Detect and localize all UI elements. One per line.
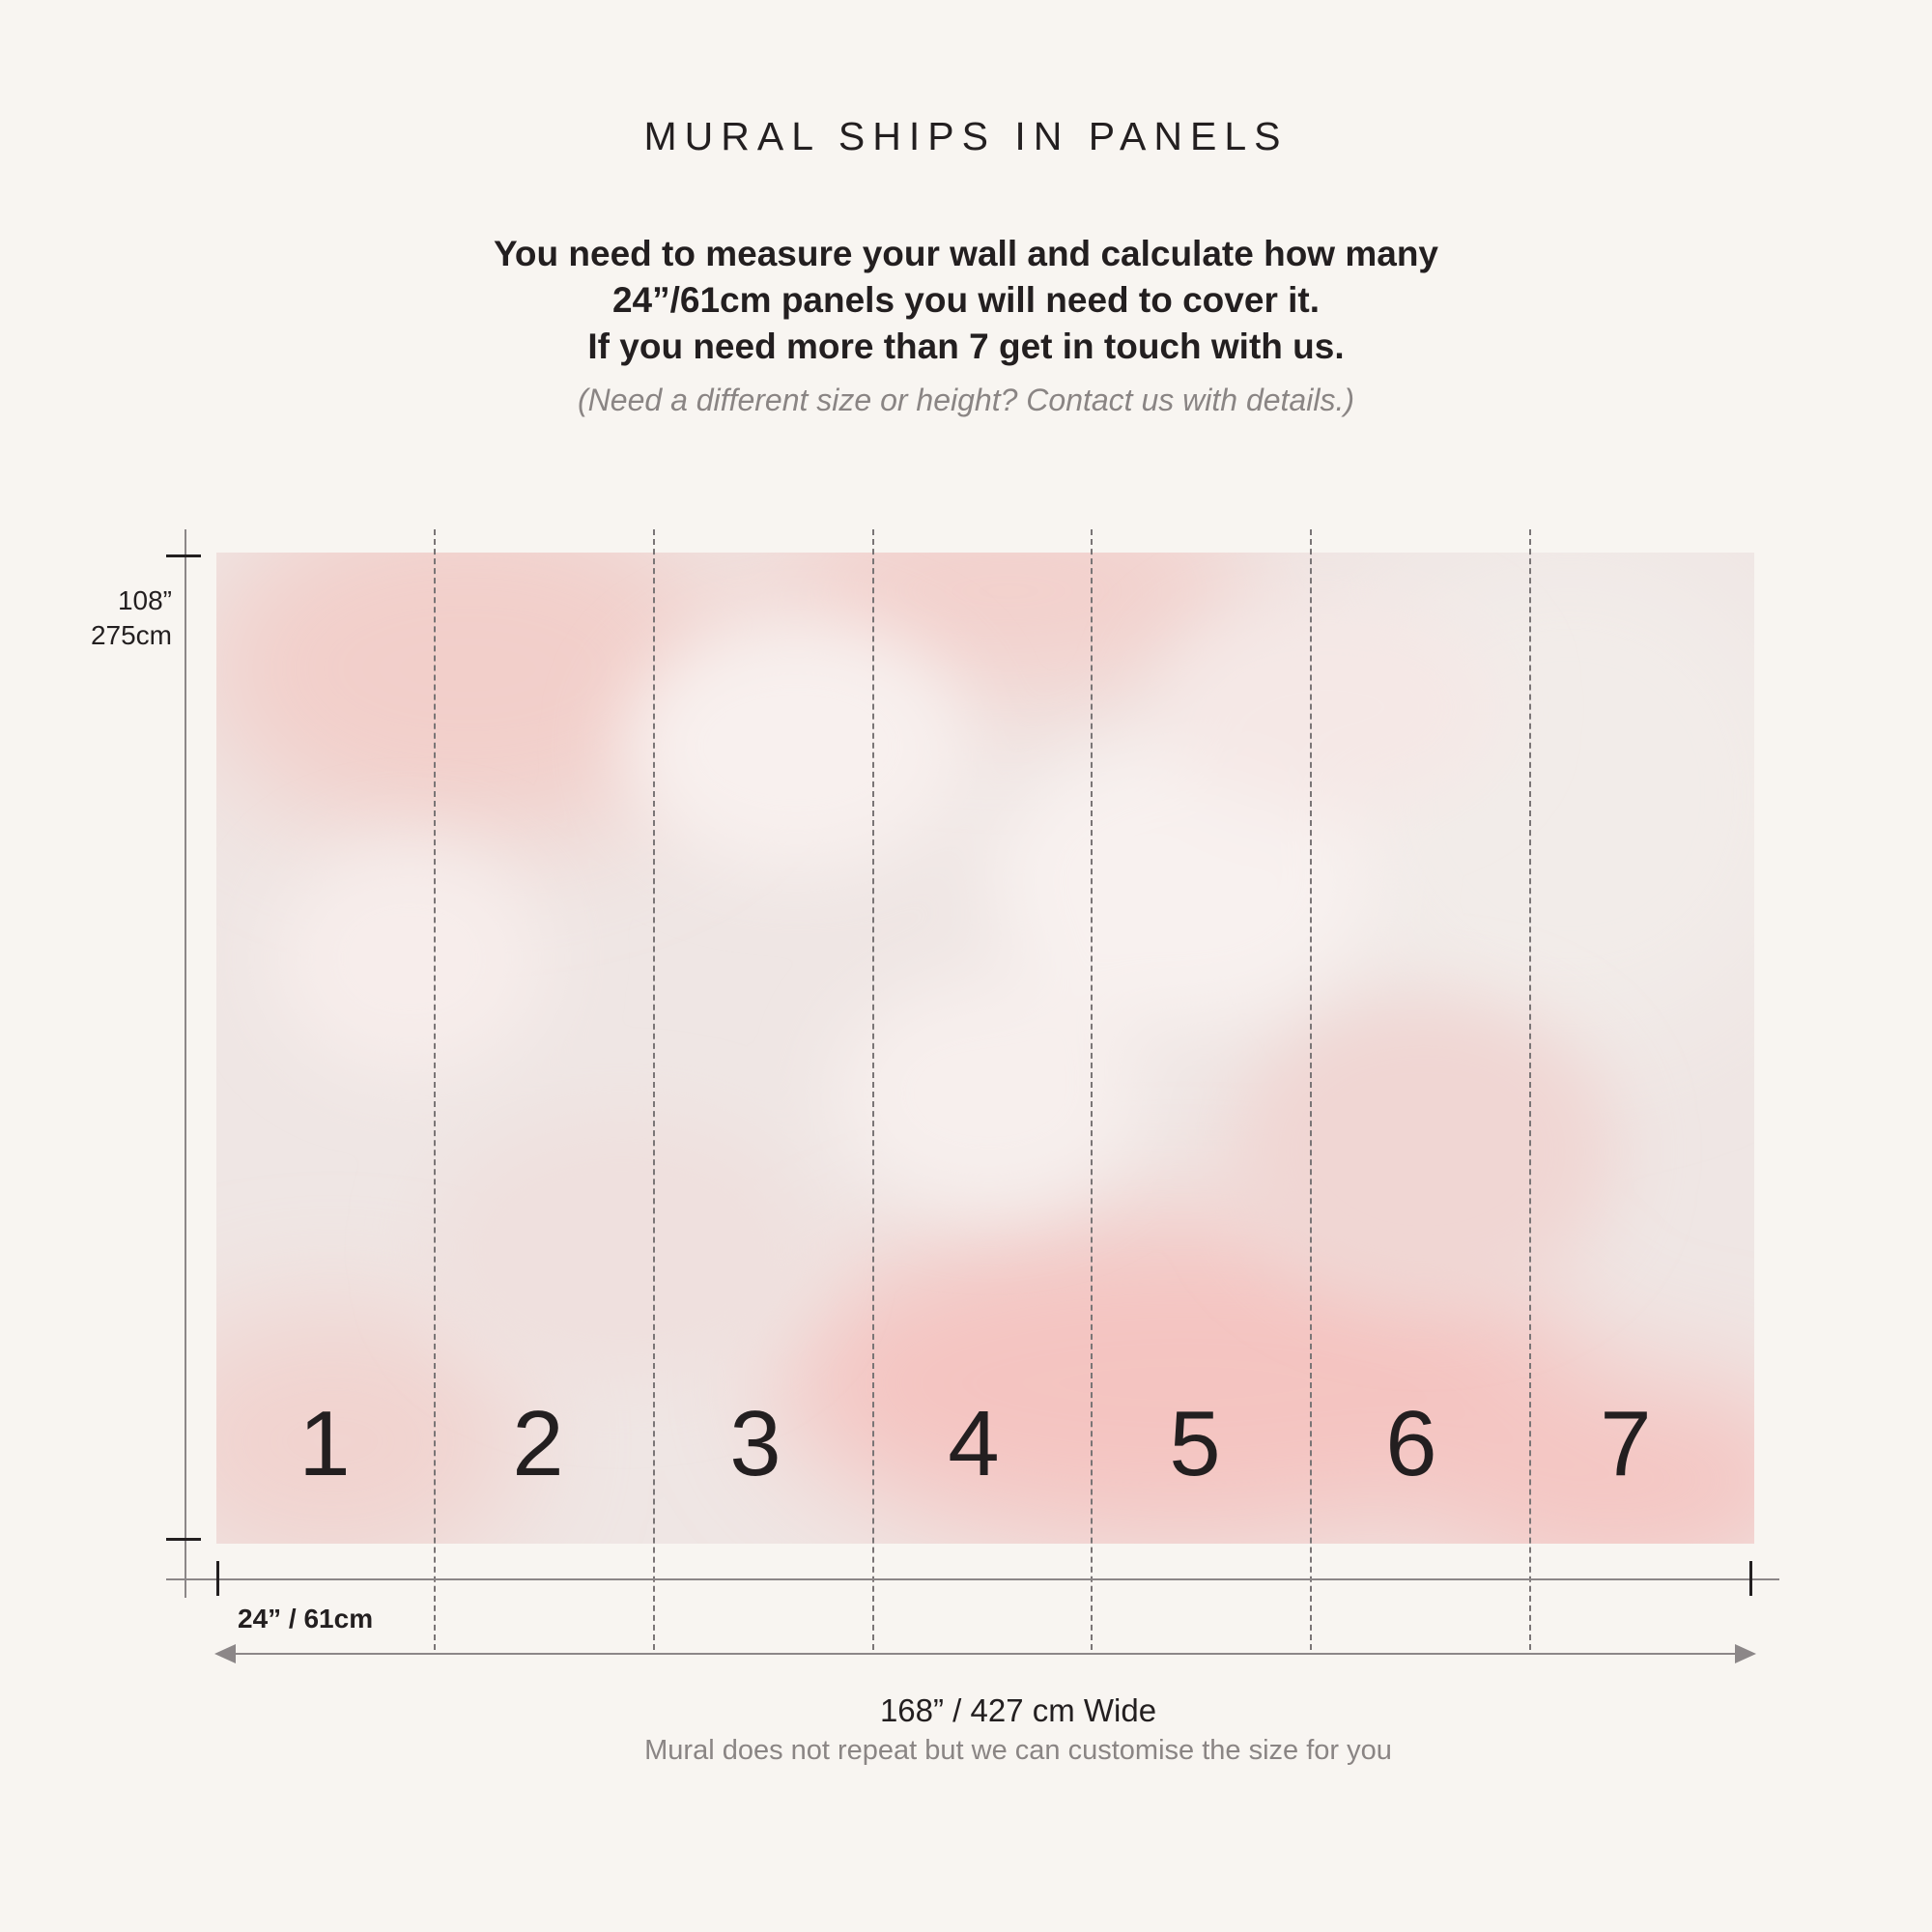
height-dimension-line [185, 529, 186, 1598]
instruction-line-2: 24”/61cm panels you will need to cover i… [611, 280, 1321, 320]
base-dimension-line [166, 1578, 1779, 1580]
page-title: MURAL SHIPS IN PANELS [643, 114, 1289, 158]
panel-number-1: 1 [298, 1392, 351, 1495]
base-tick-right [1749, 1561, 1752, 1596]
panel-divider [872, 529, 874, 1650]
panel-divider [434, 529, 436, 1650]
base-tick-left [216, 1561, 219, 1596]
height-label: 108” 275cm [58, 583, 172, 653]
panel-number-4: 4 [948, 1392, 1000, 1495]
panel-number-3: 3 [729, 1392, 781, 1495]
height-tick-bottom [166, 1538, 201, 1541]
total-width-label: 168” / 427 cm Wide [879, 1692, 1157, 1728]
size-note: (Need a different size or height? Contac… [578, 383, 1354, 417]
panel-divider [653, 529, 655, 1650]
panel-divider [1091, 529, 1093, 1650]
panel-number-2: 2 [512, 1392, 564, 1495]
panel-divider [1529, 529, 1531, 1650]
double-arrow-icon [214, 1644, 1756, 1663]
instruction-line-1: You need to measure your wall and calcul… [493, 234, 1439, 273]
width-note: Mural does not repeat but we can customi… [644, 1735, 1392, 1766]
mural-preview [216, 553, 1754, 1544]
instruction-line-3: If you need more than 7 get in touch wit… [587, 327, 1345, 366]
height-cm: 275cm [90, 620, 172, 650]
panel-divider [1310, 529, 1312, 1650]
height-tick-top [166, 554, 201, 557]
panel-number-7: 7 [1600, 1392, 1652, 1495]
watercolor-artwork [216, 553, 1754, 1544]
panel-number-6: 6 [1385, 1392, 1437, 1495]
height-inches: 108” [117, 585, 172, 615]
panel-width-label: 24” / 61cm [238, 1604, 374, 1634]
panel-number-5: 5 [1169, 1392, 1221, 1495]
